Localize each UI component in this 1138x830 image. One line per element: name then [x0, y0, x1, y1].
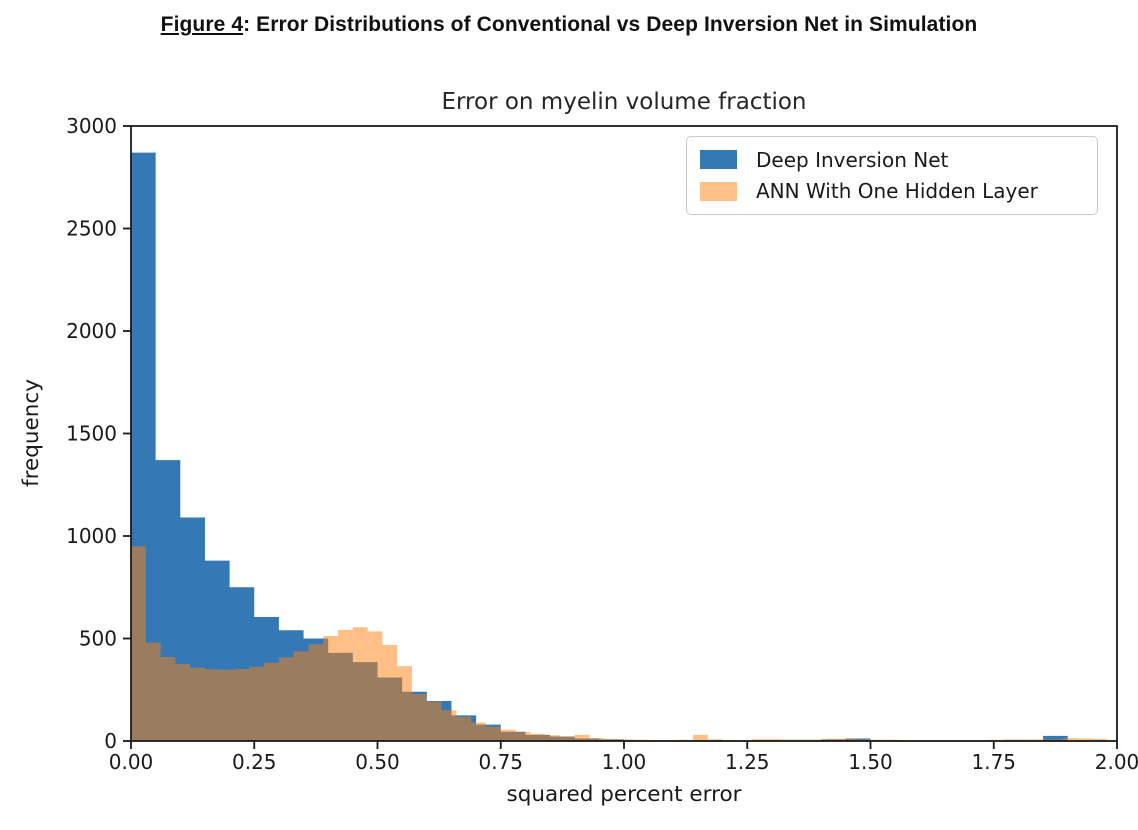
y-tick-label: 1000 [66, 524, 117, 548]
legend-swatch-deep-inversion-net [700, 150, 737, 170]
legend-item-ann-one-hidden-layer: ANN With One Hidden Layer [700, 179, 1084, 203]
y-tick-label: 3000 [66, 114, 117, 138]
y-tick-label: 2500 [66, 217, 117, 241]
x-tick-label: 0.25 [232, 750, 277, 774]
chart-title: Error on myelin volume fraction [441, 89, 806, 115]
x-tick-label: 1.25 [725, 750, 770, 774]
figure-caption-text: : Error Distributions of Conventional vs… [243, 13, 978, 36]
histogram-series-deep-inversion-net [131, 152, 1117, 741]
y-tick-label: 1500 [66, 422, 117, 446]
x-axis-label: squared percent error [507, 782, 742, 807]
y-tick-label: 500 [79, 627, 117, 651]
y-axis-label: frequency [19, 379, 44, 487]
figure-caption-number: Figure 4 [160, 13, 244, 36]
x-tick-label: 1.75 [971, 750, 1016, 774]
legend: Deep Inversion Net ANN With One Hidden L… [686, 136, 1098, 215]
x-tick-label: 0.75 [478, 750, 523, 774]
axes: 0.00 0.25 0.50 0.75 1.00 1.25 1.50 1.75 2.00 0 500… [66, 114, 1138, 774]
histogram-series-ann-one-hidden-layer [131, 546, 1108, 741]
histogram-bars [131, 152, 1117, 741]
x-tick-label: 1.50 [848, 750, 893, 774]
x-tick-label: 0.00 [109, 750, 154, 774]
x-tick-label: 0.50 [355, 750, 400, 774]
y-tick-label: 0 [104, 729, 117, 753]
legend-swatch-ann-one-hidden-layer [700, 181, 737, 201]
legend-label-ann-one-hidden-layer: ANN With One Hidden Layer [756, 179, 1038, 204]
x-tick-label: 2.00 [1095, 750, 1138, 774]
x-tick-label: 1.00 [602, 750, 647, 774]
y-tick-label: 2000 [66, 319, 117, 343]
legend-label-deep-inversion-net: Deep Inversion Net [756, 147, 949, 172]
legend-item-deep-inversion-net: Deep Inversion Net [700, 148, 1084, 172]
figure-caption: Figure 4: Error Distributions of Convent… [0, 13, 1138, 37]
